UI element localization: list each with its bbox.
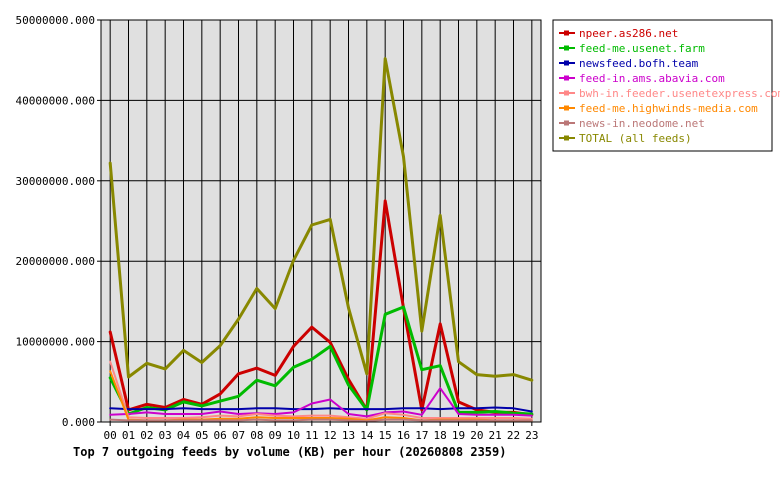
x-tick-label: 03 [159,429,172,442]
x-tick-label: 14 [360,429,374,442]
series-line-0 [108,199,534,417]
x-tick-label: 17 [415,429,428,442]
x-tick-label: 09 [269,429,282,442]
legend-marker [564,30,569,36]
y-tick-label: 30000000.000 [16,175,95,188]
y-tick-label: 10000000.000 [16,336,95,349]
x-tick-label: 13 [342,429,355,442]
x-axis-ticks: 00 01 02 03 04 05 06 07 08 09 10 11 12 13 14 15 16 17 18 19… [104,429,539,442]
legend-marker [564,120,569,126]
legend-marker [564,90,569,96]
x-tick-label: 22 [507,429,520,442]
x-tick-label: 18 [434,429,447,442]
x-tick-label: 08 [250,429,263,442]
x-tick-label: 02 [140,429,153,442]
series-line-4 [109,360,533,420]
x-tick-label: 07 [232,429,245,442]
plot-border [100,19,542,423]
x-tick-label: 11 [305,429,318,442]
legend-marker [564,135,569,141]
series-lines [108,57,534,423]
x-tick-label: 19 [452,429,465,442]
y-tick-label: 40000000.000 [16,94,95,107]
series-line-2 [109,406,533,413]
legend-label: newsfeed.bofh.team [579,57,699,70]
y-tick-label: 20000000.000 [16,255,95,268]
x-tick-label: 21 [489,429,502,442]
legend-label: feed-me.usenet.farm [579,42,705,55]
legend: npeer.as286.net feed-me.usenet.farm newsfe… [552,19,780,152]
x-tick-label: 16 [397,429,410,442]
x-tick-label: 12 [324,429,337,442]
x-tick-label: 05 [195,429,208,442]
legend-marker [564,75,569,81]
chart-title: Top 7 outgoing feeds by volume (KB) per … [73,445,506,459]
legend-label: feed-me.highwinds-media.com [579,102,758,115]
x-tick-label: 20 [470,429,483,442]
legend-marker [564,45,569,51]
legend-label: npeer.as286.net [579,27,678,40]
x-tick-label: 15 [379,429,392,442]
series-line-7 [108,57,534,382]
series-line-3 [109,387,533,418]
legend-label: TOTAL (all feeds) [579,132,692,145]
x-tick-label: 10 [287,429,300,442]
legend-marker [564,60,569,66]
x-tick-label: 06 [214,429,227,442]
series-line-1 [108,305,534,416]
legend-marker [564,105,569,111]
x-tick-label: 00 [104,429,117,442]
legend-label: bwh-in.feeder.usenetexpress.com [579,87,780,100]
y-tick-label: 0.000 [62,416,95,429]
legend-label: news-in.neodome.net [579,117,705,130]
x-tick-label: 23 [525,429,538,442]
x-tick-label: 04 [177,429,191,442]
legend-box [552,19,773,152]
x-tick-label: 01 [122,429,135,442]
y-tick-label: 50000000.000 [16,14,95,27]
y-axis-ticks: 0.000 10000000.000 20000000.000 30000000.00… [16,14,95,429]
series-line-6 [109,418,533,423]
legend-label: feed-in.ams.abavia.com [579,72,725,85]
